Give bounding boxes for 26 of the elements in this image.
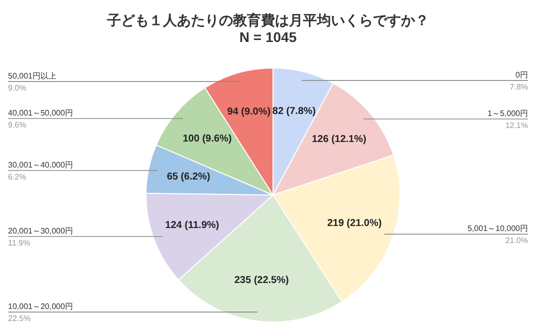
slice-label: 40,001～50,000円: [8, 108, 73, 118]
data-label: 126 (12.1%): [312, 134, 366, 145]
text: 12.1%: [505, 121, 528, 130]
text: 9.0%: [8, 84, 26, 93]
text: 11.9%: [8, 238, 30, 248]
data-label: 100 (9.6%): [182, 134, 232, 145]
slice-label: 10,001～20,000円: [8, 302, 73, 312]
slice-label: 50,001円以上: [8, 72, 56, 81]
data-label: 235 (22.5%): [234, 275, 289, 286]
text: 21.0%: [505, 236, 528, 246]
text: 6.2%: [8, 172, 26, 182]
text: 22.5%: [8, 314, 31, 324]
data-label: 94 (9.0%): [227, 106, 271, 118]
chart-title: 子ども１人あたりの教育費は月平均いくらですか？: [106, 12, 430, 29]
data-label: 124 (11.9%): [165, 220, 220, 231]
slice-label: 0円: [516, 70, 528, 80]
text: 7.8%: [510, 82, 528, 92]
data-label: 65 (6.2%): [166, 172, 210, 183]
slice-label: 30,001～40,000円: [8, 160, 73, 170]
text: 9.6%: [8, 120, 26, 130]
data-label: 82 (7.8%): [272, 106, 316, 117]
chart-subtitle: N = 1045: [238, 29, 298, 46]
slice-label: 5,001～10,000円: [468, 224, 528, 234]
data-label: 219 (21.0%): [327, 218, 382, 230]
slice-label: 1～5,000円: [488, 109, 528, 118]
slice-label: 20,001～30,000円: [8, 226, 73, 236]
